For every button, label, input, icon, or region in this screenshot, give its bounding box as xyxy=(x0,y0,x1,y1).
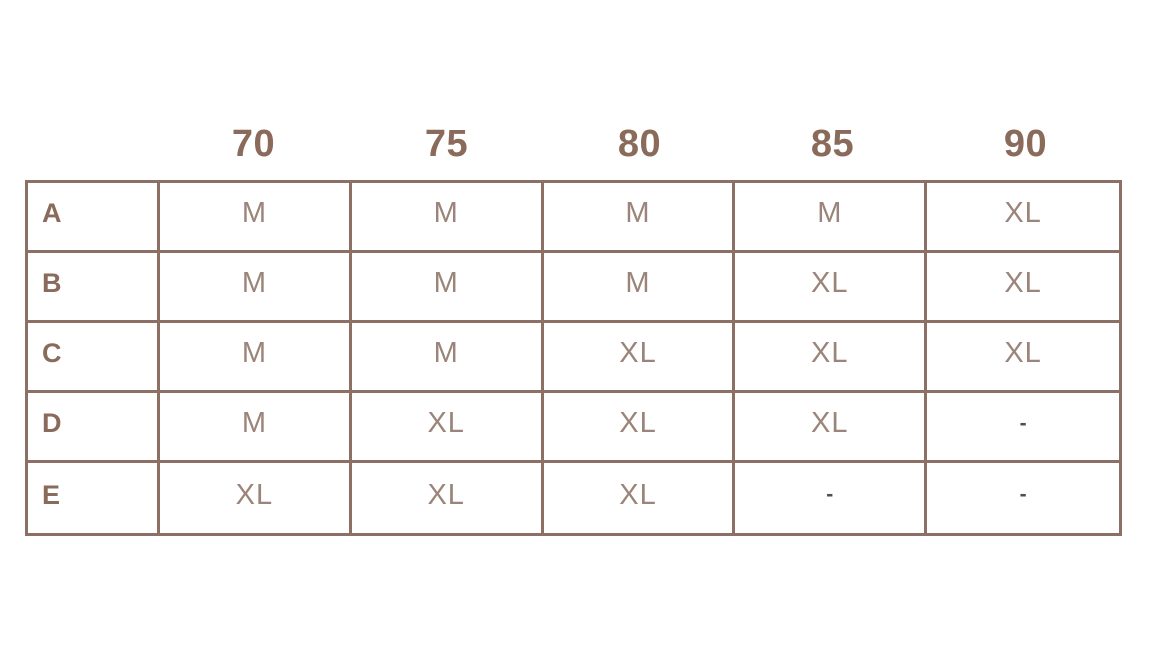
table-cell-b-75: M xyxy=(351,253,544,323)
table-cell-d-80: XL xyxy=(543,393,736,463)
table-cell-e-85: - xyxy=(735,463,928,533)
table-cell-d-90: - xyxy=(927,393,1119,463)
size-chart: 70 75 80 85 90 A M M M M XL B M M M XL X… xyxy=(25,108,1122,536)
column-header-75: 75 xyxy=(424,122,469,165)
size-table: A M M M M XL B M M M XL XL C M M XL XL X… xyxy=(25,180,1122,536)
table-cell-a-85: M xyxy=(735,183,928,253)
table-cell-a-80: M xyxy=(543,183,736,253)
row-label-d: D xyxy=(28,393,160,463)
table-cell-e-75: XL xyxy=(352,463,544,533)
table-cell-a-75: M xyxy=(351,183,544,253)
table-cell-d-70: M xyxy=(160,393,352,463)
column-header-90: 90 xyxy=(1003,122,1048,165)
row-label-e: E xyxy=(28,463,160,533)
table-cell-c-80: XL xyxy=(543,323,736,393)
table-cell-a-90: XL xyxy=(927,183,1119,253)
table-cell-e-70: XL xyxy=(160,463,352,533)
column-header-80: 80 xyxy=(617,122,662,165)
column-header-row: 70 75 80 85 90 xyxy=(25,108,1122,180)
table-cell-b-85: XL xyxy=(735,253,928,323)
table-cell-c-90: XL xyxy=(927,323,1119,393)
row-label-c: C xyxy=(28,323,160,393)
table-cell-c-70: M xyxy=(160,323,352,393)
table-cell-a-70: M xyxy=(160,183,352,253)
table-cell-d-85: XL xyxy=(735,393,928,463)
table-cell-c-85: XL xyxy=(735,323,928,393)
table-cell-b-80: M xyxy=(543,253,736,323)
column-header-70: 70 xyxy=(231,122,276,165)
table-cell-d-75: XL xyxy=(351,393,544,463)
row-label-a: A xyxy=(28,183,160,253)
table-cell-b-70: M xyxy=(160,253,352,323)
row-label-b: B xyxy=(28,253,160,323)
table-cell-e-90: - xyxy=(1019,483,1027,506)
table-cell-e-80: XL xyxy=(544,463,736,533)
column-header-85: 85 xyxy=(810,122,855,165)
table-cell-c-75: M xyxy=(351,323,544,393)
table-cell-b-90: XL xyxy=(927,253,1119,323)
